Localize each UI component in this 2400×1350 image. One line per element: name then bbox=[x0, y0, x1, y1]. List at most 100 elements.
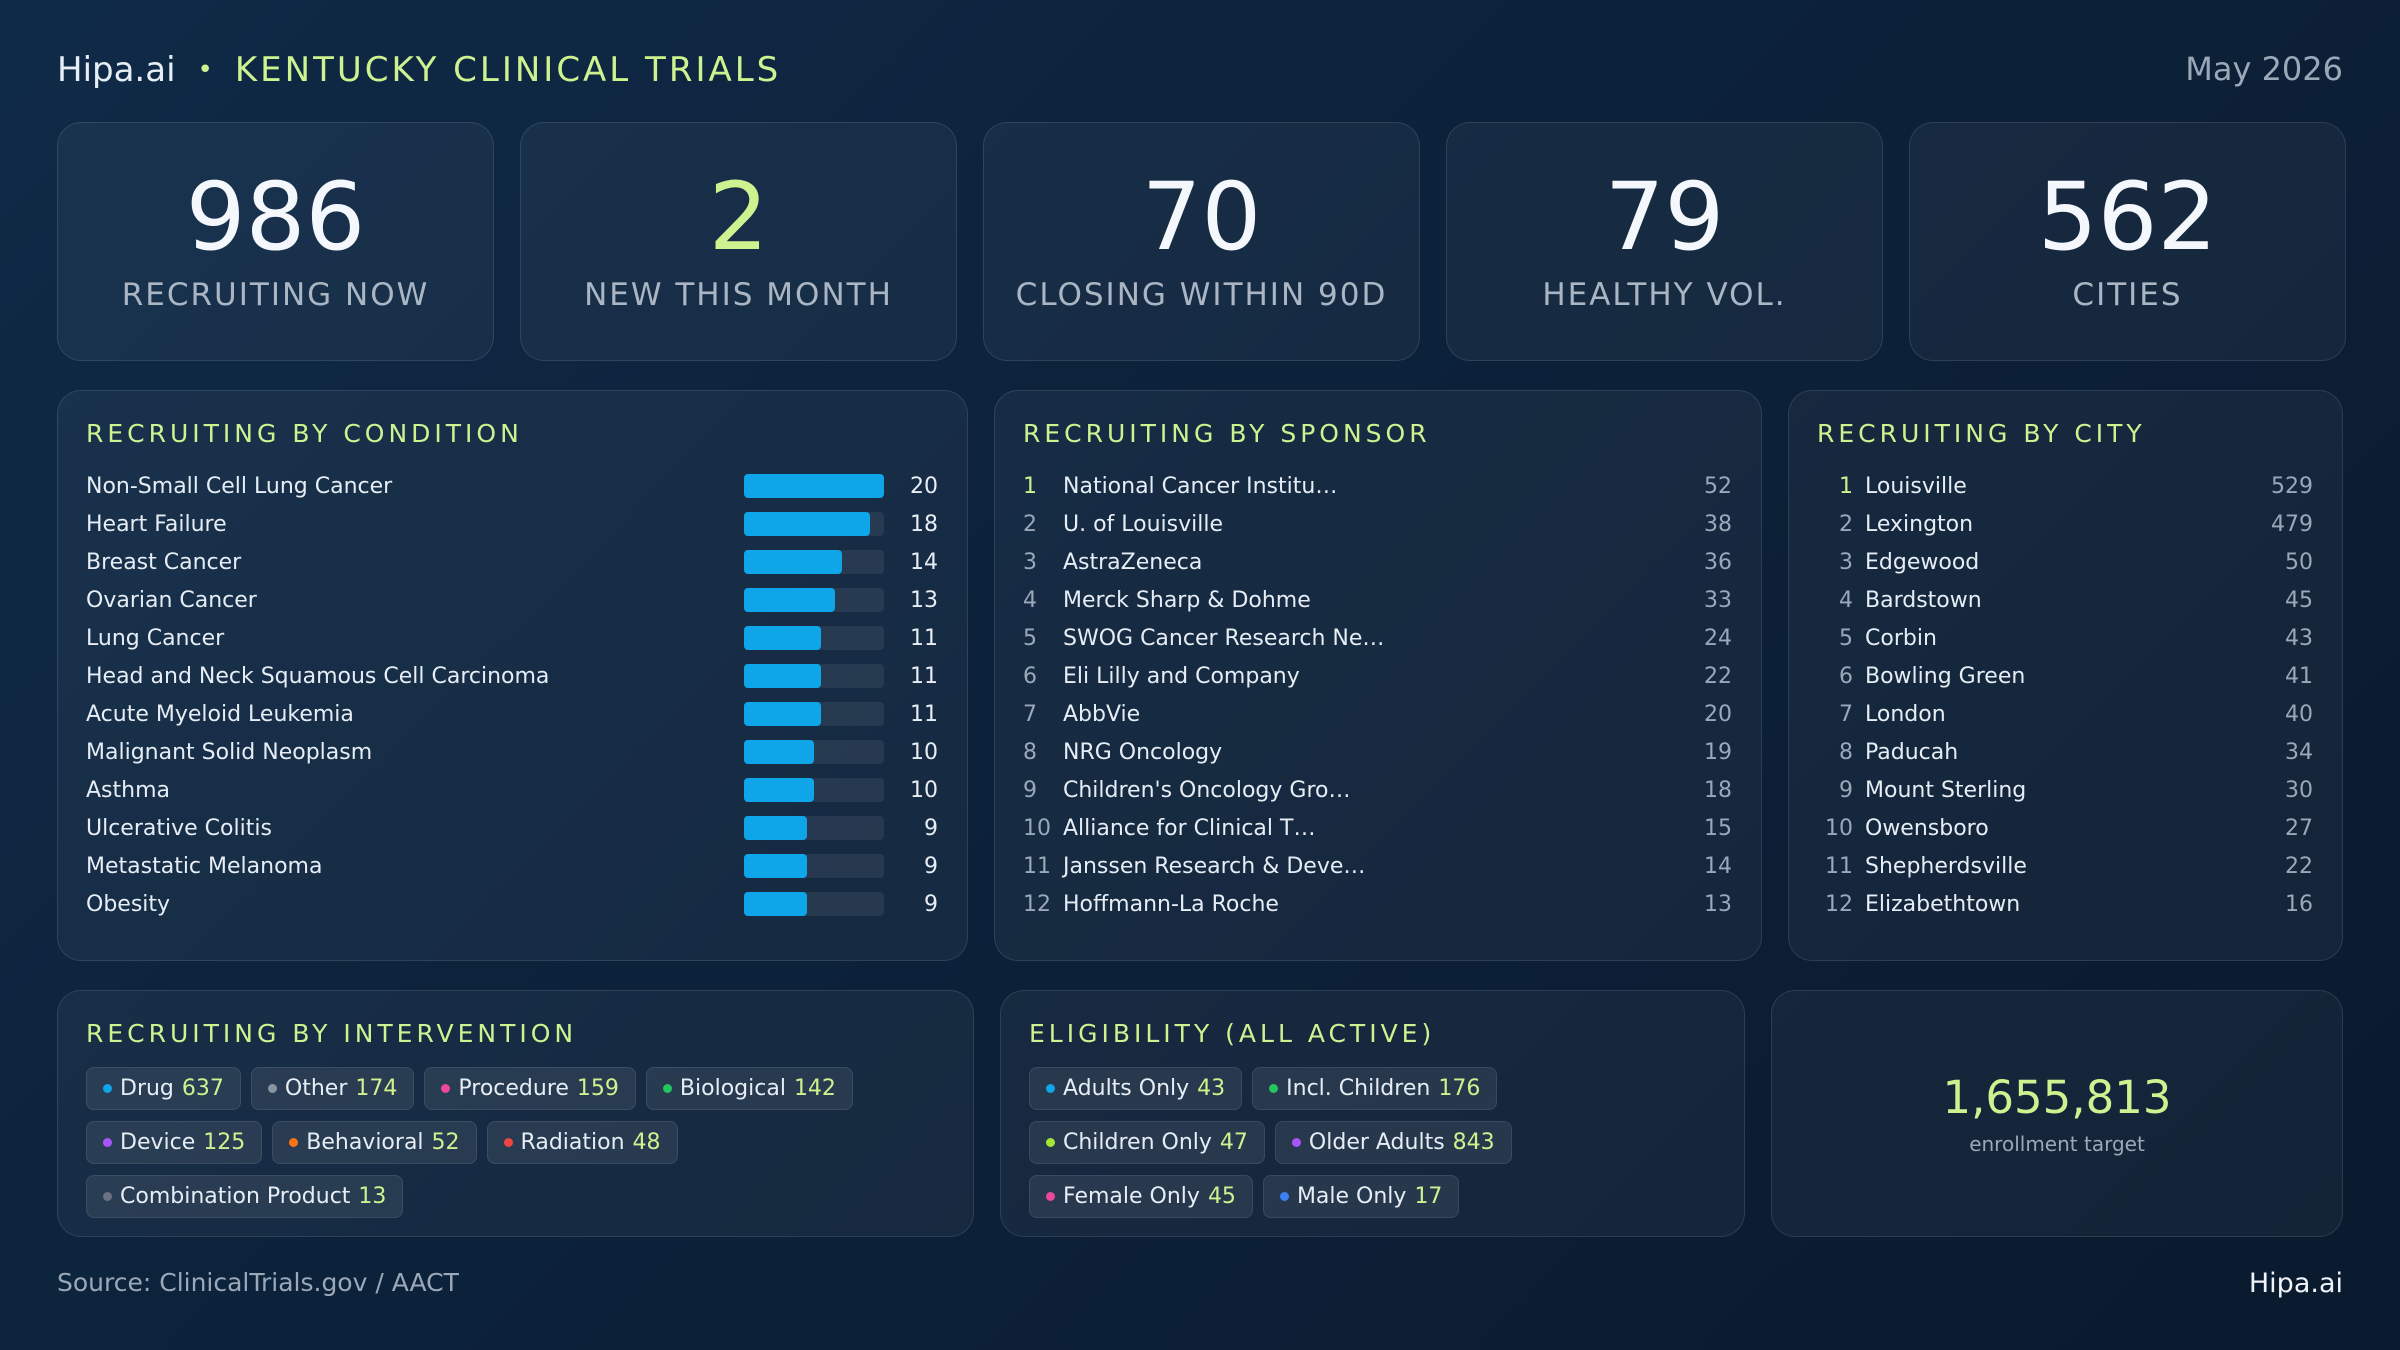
condition-count: 11 bbox=[910, 663, 938, 689]
chip-name: Device bbox=[120, 1130, 196, 1155]
bar bbox=[744, 588, 835, 612]
bar bbox=[744, 892, 807, 916]
chip: Older Adults 843 bbox=[1274, 1121, 1512, 1164]
condition-count: 14 bbox=[910, 549, 938, 575]
condition-name: Obesity bbox=[86, 891, 171, 917]
count: 13 bbox=[1704, 891, 1732, 917]
chip-count: 48 bbox=[632, 1130, 661, 1155]
name: AstraZeneca bbox=[1063, 549, 1203, 575]
chip-count: 176 bbox=[1438, 1076, 1481, 1101]
chip-dot bbox=[503, 1138, 513, 1147]
rank: 4 bbox=[1839, 587, 1853, 613]
name: SWOG Cancer Research Ne… bbox=[1063, 625, 1385, 651]
kpi-card: 986 RECRUITING NOW bbox=[57, 122, 494, 361]
chip-count: 47 bbox=[1219, 1130, 1248, 1155]
condition-count: 11 bbox=[910, 701, 938, 727]
chip-name: Children Only bbox=[1063, 1130, 1212, 1155]
count: 22 bbox=[1704, 663, 1732, 689]
sponsors-row: 4 Merck Sharp & Dohme 33 bbox=[1023, 581, 1732, 619]
count: 41 bbox=[2285, 663, 2313, 689]
cities-row: 1 Louisville 529 bbox=[1817, 467, 2313, 505]
cities-row: 5 Corbin 43 bbox=[1817, 619, 2313, 657]
name: Bowling Green bbox=[1865, 663, 2026, 689]
chip-dot bbox=[1279, 1192, 1289, 1201]
count: 43 bbox=[2285, 625, 2313, 651]
count: 27 bbox=[2285, 815, 2313, 841]
chip: Other 174 bbox=[250, 1067, 415, 1110]
chip: Device 125 bbox=[86, 1121, 263, 1164]
bar bbox=[744, 740, 814, 764]
condition-name: Ovarian Cancer bbox=[86, 587, 257, 613]
chip: Male Only 17 bbox=[1262, 1175, 1460, 1218]
name: Louisville bbox=[1865, 473, 1967, 499]
chip-name: Combination Product bbox=[120, 1184, 351, 1209]
condition-count: 13 bbox=[910, 587, 938, 613]
sponsors-row: 12 Hoffmann-La Roche 13 bbox=[1023, 885, 1732, 923]
cities-row: 4 Bardstown 45 bbox=[1817, 581, 2313, 619]
chip-name: Procedure bbox=[458, 1076, 569, 1101]
panel-title: ELIGIBILITY (ALL ACTIVE) bbox=[1029, 1019, 1436, 1048]
condition-row: Head and Neck Squamous Cell Carcinoma 11 bbox=[86, 657, 938, 695]
bar bbox=[744, 702, 821, 726]
count: 38 bbox=[1704, 511, 1732, 537]
source: Source: ClinicalTrials.gov / AACT bbox=[57, 1268, 459, 1297]
eligibility-panel: ELIGIBILITY (ALL ACTIVE) Adults Only 43 Inc… bbox=[1000, 990, 1745, 1237]
bar bbox=[744, 626, 821, 650]
footer-brand: Hipa.ai bbox=[2248, 1268, 2343, 1299]
rank: 2 bbox=[1023, 511, 1037, 537]
name: Mount Sterling bbox=[1865, 777, 2027, 803]
chip-count: 159 bbox=[576, 1076, 619, 1101]
rank: 1 bbox=[1023, 473, 1037, 499]
name: NRG Oncology bbox=[1063, 739, 1223, 765]
condition-count: 9 bbox=[924, 891, 938, 917]
condition-name: Heart Failure bbox=[86, 511, 227, 537]
name: Eli Lilly and Company bbox=[1063, 663, 1300, 689]
chip-name: Biological bbox=[679, 1076, 786, 1101]
condition-row: Ulcerative Colitis 9 bbox=[86, 809, 938, 847]
cities-row: 6 Bowling Green 41 bbox=[1817, 657, 2313, 695]
chip-count: 17 bbox=[1414, 1184, 1443, 1209]
rank: 1 bbox=[1839, 473, 1853, 499]
kpi-card: 70 CLOSING WITHIN 90D bbox=[983, 122, 1420, 361]
count: 50 bbox=[2285, 549, 2313, 575]
rank: 12 bbox=[1023, 891, 1051, 917]
rank: 4 bbox=[1023, 587, 1037, 613]
chip-count: 142 bbox=[793, 1076, 836, 1101]
condition-name: Malignant Solid Neoplasm bbox=[86, 739, 373, 765]
count: 24 bbox=[1704, 625, 1732, 651]
chip-name: Female Only bbox=[1063, 1184, 1200, 1209]
condition-row: Lung Cancer 11 bbox=[86, 619, 938, 657]
chip: Adults Only 43 bbox=[1029, 1067, 1243, 1110]
enrollment-value: 1,655,813 bbox=[1942, 1071, 2172, 1124]
rank: 11 bbox=[1023, 853, 1051, 879]
interventions-panel: RECRUITING BY INTERVENTION Drug 637 Other 17… bbox=[57, 990, 974, 1237]
bar bbox=[744, 550, 842, 574]
rank: 10 bbox=[1023, 815, 1051, 841]
bar bbox=[744, 854, 807, 878]
sponsors-row: 2 U. of Louisville 38 bbox=[1023, 505, 1732, 543]
name: Hoffmann-La Roche bbox=[1063, 891, 1279, 917]
chip-dot bbox=[441, 1084, 451, 1093]
condition-count: 9 bbox=[924, 815, 938, 841]
condition-count: 11 bbox=[910, 625, 938, 651]
condition-count: 20 bbox=[910, 473, 938, 499]
chip-name: Older Adults bbox=[1308, 1130, 1445, 1155]
count: 479 bbox=[2271, 511, 2313, 537]
panel-title: RECRUITING BY INTERVENTION bbox=[86, 1019, 578, 1048]
kpi-card: 2 NEW THIS MONTH bbox=[520, 122, 957, 361]
rank: 8 bbox=[1023, 739, 1037, 765]
count: 14 bbox=[1704, 853, 1732, 879]
chip-name: Radiation bbox=[520, 1130, 625, 1155]
rank: 3 bbox=[1839, 549, 1853, 575]
kpi-label: NEW THIS MONTH bbox=[584, 276, 893, 313]
chip: Biological 142 bbox=[645, 1067, 853, 1110]
name: Alliance for Clinical T… bbox=[1063, 815, 1316, 841]
count: 15 bbox=[1704, 815, 1732, 841]
name: London bbox=[1865, 701, 1946, 727]
chip: Drug 637 bbox=[86, 1067, 241, 1110]
sponsors-row: 9 Children's Oncology Gro… 18 bbox=[1023, 771, 1732, 809]
sponsors-panel: RECRUITING BY SPONSOR 1 National Cancer In… bbox=[994, 390, 1762, 961]
name: Corbin bbox=[1865, 625, 1937, 651]
rank: 7 bbox=[1023, 701, 1037, 727]
condition-name: Lung Cancer bbox=[86, 625, 225, 651]
